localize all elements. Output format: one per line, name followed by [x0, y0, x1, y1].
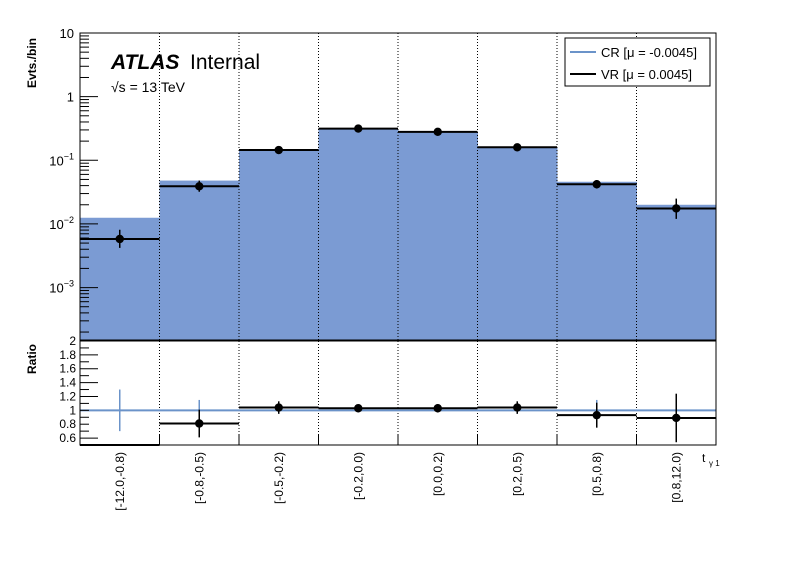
- vr-ratio-point: [354, 404, 363, 413]
- y-tick-label: 1: [67, 90, 74, 105]
- ratio-tick-label: 2: [69, 334, 76, 348]
- atlas-internal-label: Internal: [190, 51, 260, 74]
- ratio-tick-label: 1.2: [59, 389, 76, 403]
- vr-data-point: [592, 180, 601, 189]
- ratio-panel: 0.60.811.21.41.61.82 [-12.0,-0.8) [-0.8,-0…: [59, 334, 717, 511]
- vr-data-point: [672, 204, 681, 213]
- vr-data-point: [433, 127, 442, 137]
- ratio-axis-label: Ratio: [25, 344, 39, 374]
- y-tick-label: 10−2: [49, 215, 74, 232]
- vr-ratio-point: [592, 410, 601, 420]
- legend: CR [μ = -0.0045] VR [μ = 0.0045]: [564, 37, 711, 87]
- cr-bar: [318, 129, 399, 340]
- cr-bar: [477, 146, 558, 340]
- cr-bar: [239, 150, 319, 340]
- x-category-label: [0.8,12.0): [669, 452, 683, 503]
- x-axis-label-subscript: γ 1: [709, 459, 720, 468]
- legend-box: [564, 37, 711, 87]
- vr-ratio-point: [433, 404, 442, 413]
- cr-bar: [398, 132, 478, 340]
- vr-data-point: [195, 182, 204, 191]
- ratio-tick-label: 1: [69, 403, 76, 417]
- y-axis-label: Evts./bin: [25, 38, 39, 88]
- x-axis-label: t: [702, 451, 706, 465]
- vr-data-point: [354, 124, 363, 133]
- x-category-label: [-12.0,-0.8): [113, 452, 127, 511]
- legend-cr-label: CR [μ = -0.0045]: [601, 45, 697, 60]
- ratio-tick-label: 1.4: [59, 376, 76, 390]
- vr-ratio-point: [513, 403, 522, 412]
- vr-data-point: [513, 143, 522, 152]
- x-category-label: [0.2,0.5): [510, 452, 524, 496]
- y-tick-label: 10: [60, 26, 74, 41]
- y-tick-label: 10−1: [49, 151, 74, 168]
- cr-bar: [159, 180, 240, 340]
- y-tick-label: 10−3: [49, 279, 74, 296]
- energy-label: √s = 13 TeV: [111, 79, 186, 95]
- vr-ratio-point: [274, 403, 283, 412]
- x-category-label: [-0.8,-0.5): [192, 452, 206, 504]
- vr-data-point: [115, 234, 124, 244]
- atlas-label: ATLAS: [110, 51, 179, 74]
- x-category-label: [-0.2,0.0): [351, 452, 365, 500]
- x-category-label: [-0.5,-0.2): [272, 452, 286, 504]
- ratio-tick-label: 0.6: [59, 431, 76, 445]
- ratio-tick-label: 1.8: [59, 348, 76, 362]
- vr-ratio-point: [672, 413, 681, 423]
- upper-frame: [79, 32, 717, 341]
- ratio-tick-label: 1.6: [59, 362, 76, 376]
- vr-data-point: [274, 145, 283, 155]
- cr-bar: [636, 204, 717, 340]
- cr-bar: [557, 181, 637, 340]
- atlas-label-group: ATLAS Internal √s = 13 TeV: [110, 51, 260, 95]
- x-category-label: [0.0,0.2): [431, 452, 445, 496]
- x-category-label: [0.5,0.8): [590, 452, 604, 496]
- legend-vr-label: VR [μ = 0.0045]: [601, 67, 692, 82]
- vr-ratio-point: [195, 419, 204, 428]
- ratio-tick-label: 0.8: [59, 417, 76, 431]
